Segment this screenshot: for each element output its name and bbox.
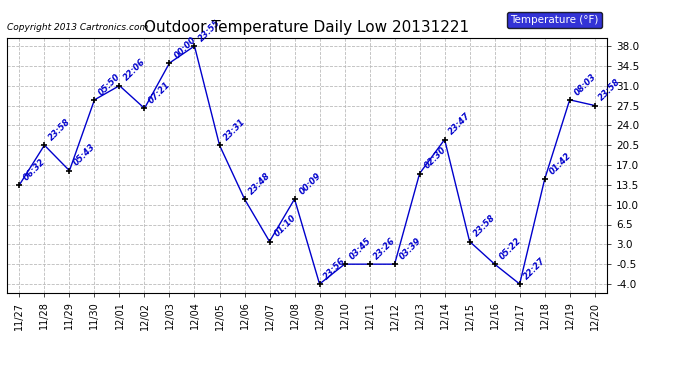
Text: 01:10: 01:10 [273,213,297,239]
Text: 03:39: 03:39 [397,236,423,261]
Text: 23:58: 23:58 [47,117,72,142]
Text: 07:21: 07:21 [147,80,172,105]
Text: 22:06: 22:06 [122,57,148,83]
Text: 08:03: 08:03 [573,72,598,97]
Text: 01:42: 01:42 [547,151,573,176]
Legend: Temperature (°F): Temperature (°F) [507,12,602,28]
Text: 23:56: 23:56 [322,256,348,281]
Text: 00:09: 00:09 [297,171,323,196]
Text: 23:31: 23:31 [222,117,248,142]
Text: 02:30: 02:30 [422,146,448,171]
Text: 05:43: 05:43 [72,142,97,168]
Text: 06:32: 06:32 [22,157,48,182]
Text: 00:00: 00:00 [172,35,197,60]
Text: 23:26: 23:26 [373,236,397,261]
Text: 23:58: 23:58 [473,213,497,239]
Text: 05:22: 05:22 [497,236,523,261]
Text: 05:50: 05:50 [97,72,123,97]
Text: 22:27: 22:27 [522,256,548,281]
Text: 23:47: 23:47 [447,111,473,137]
Text: 03:45: 03:45 [347,236,373,261]
Text: 23:58: 23:58 [598,77,623,103]
Text: Copyright 2013 Cartronics.com: Copyright 2013 Cartronics.com [7,23,148,32]
Text: 23:55: 23:55 [197,18,223,43]
Text: 23:48: 23:48 [247,171,273,196]
Title: Outdoor Temperature Daily Low 20131221: Outdoor Temperature Daily Low 20131221 [144,20,470,35]
